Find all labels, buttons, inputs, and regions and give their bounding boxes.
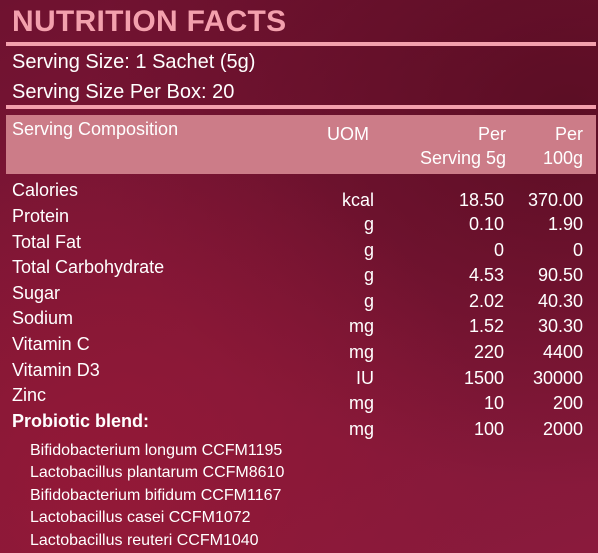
per-100g-cell: 200 bbox=[552, 393, 583, 413]
uom-cell: mg bbox=[348, 342, 374, 362]
nutrient-name: Protein bbox=[12, 206, 70, 226]
header-composition: Serving Composition bbox=[12, 119, 179, 139]
uom-cell: kcal bbox=[341, 190, 374, 210]
per-100g-cell: 30000 bbox=[532, 368, 583, 388]
probiotic-strain: Lactobacillus reuteri CCFM1040 bbox=[30, 532, 259, 549]
serving-rule bbox=[6, 105, 596, 109]
serving-per-box: Serving Size Per Box: 20 bbox=[12, 81, 235, 103]
page-title: NUTRITION FACTS bbox=[12, 5, 287, 38]
per-serving-cell: 0 bbox=[493, 240, 504, 260]
per-serving-cell: 0.10 bbox=[468, 214, 504, 234]
per-100g-cell: 30.30 bbox=[537, 316, 583, 336]
per-100g-cell: 370.00 bbox=[527, 190, 583, 210]
probiotic-strain: Lactobacillus plantarum CCFM8610 bbox=[30, 464, 285, 481]
uom-cell: g bbox=[363, 291, 374, 311]
header-per-100g: Per 100g bbox=[543, 122, 583, 170]
uom-cell: IU bbox=[356, 368, 374, 388]
per-100g-cell: 1.90 bbox=[547, 214, 583, 234]
header-per-100g-line2: 100g bbox=[542, 148, 583, 168]
per-serving-cell: 4.53 bbox=[468, 265, 504, 285]
uom-cell: mg bbox=[348, 316, 374, 336]
title-rule bbox=[6, 42, 596, 46]
probiotic-strain: Lactobacillus casei CCFM1072 bbox=[30, 509, 251, 526]
per-100g-cell: 0 bbox=[572, 240, 583, 260]
per-100g-cell: 4400 bbox=[542, 342, 583, 362]
uom-cell: g bbox=[363, 240, 374, 260]
header-uom: UOM bbox=[327, 124, 369, 144]
probiotic-strain: Bifidobacterium longum CCFM1195 bbox=[30, 442, 283, 459]
uom-cell: mg bbox=[348, 393, 374, 413]
per-serving-cell: 1.52 bbox=[468, 316, 504, 336]
nutrient-name: Calories bbox=[12, 180, 79, 200]
per-serving-cell: 1500 bbox=[463, 368, 504, 388]
nutrient-name: Zinc bbox=[12, 385, 47, 405]
nutrient-name: Sugar bbox=[12, 283, 61, 303]
serving-size: Serving Size: 1 Sachet (5g) bbox=[12, 51, 256, 73]
per-100g-cell: 40.30 bbox=[537, 291, 583, 311]
per-serving-cell: 2.02 bbox=[468, 291, 504, 311]
uom-cell: g bbox=[363, 214, 374, 234]
header-per-serving-line2: Serving 5g bbox=[419, 148, 506, 168]
header-per-serving-line1: Per bbox=[477, 124, 506, 144]
nutrient-name: Total Carbohydrate bbox=[12, 257, 165, 277]
header-per-100g-line1: Per bbox=[554, 124, 583, 144]
per-serving-cell: 100 bbox=[473, 419, 504, 439]
per-serving-cell: 220 bbox=[473, 342, 504, 362]
uom-cell: mg bbox=[348, 419, 374, 439]
nutrient-name: Vitamin D3 bbox=[12, 360, 100, 380]
uom-cell: g bbox=[363, 265, 374, 285]
table-header-band bbox=[6, 115, 596, 174]
nutrient-name: Vitamin C bbox=[12, 334, 90, 354]
per-100g-cell: 90.50 bbox=[537, 265, 583, 285]
nutrient-name: Total Fat bbox=[12, 232, 82, 252]
per-serving-cell: 10 bbox=[483, 393, 504, 413]
probiotic-strain: Bifidobacterium bifidum CCFM1167 bbox=[30, 487, 282, 504]
probiotic-blend-heading: Probiotic blend: bbox=[12, 411, 149, 431]
per-serving-cell: 18.50 bbox=[458, 190, 504, 210]
per-100g-cell: 2000 bbox=[542, 419, 583, 439]
header-per-serving: Per Serving 5g bbox=[420, 122, 506, 170]
nutrient-name: Sodium bbox=[12, 308, 74, 328]
